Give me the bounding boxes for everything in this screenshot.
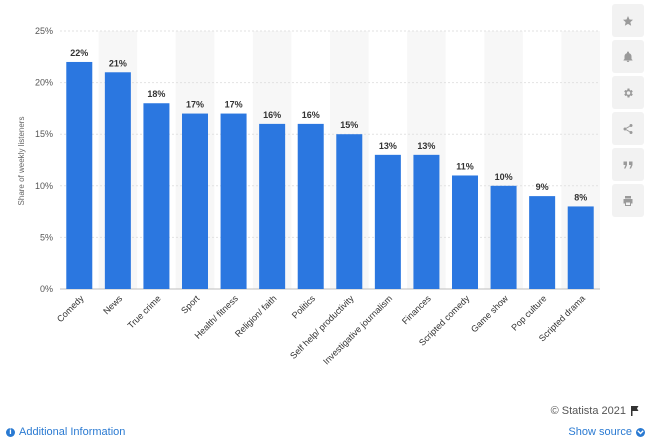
bar[interactable] (374, 154, 401, 289)
gear-icon (624, 88, 633, 97)
x-tick-label: Pop culture (509, 293, 548, 332)
x-tick-label: Comedy (55, 293, 86, 324)
bar[interactable] (66, 61, 93, 290)
data-label: 21% (109, 58, 127, 68)
show-source-link[interactable]: Show source (568, 426, 645, 438)
x-tick-label: Sport (179, 293, 202, 316)
print-icon (623, 195, 633, 206)
data-label: 13% (379, 141, 397, 151)
y-tick-label: 0% (40, 284, 53, 294)
flag-icon (631, 406, 639, 416)
copyright-notice: © Statista 2021 (551, 405, 639, 417)
x-tick-label: Self help/ productivity (288, 293, 356, 361)
x-tick-label: True crime (126, 293, 163, 330)
data-label: 8% (574, 192, 587, 202)
show-source-label: Show source (568, 426, 632, 438)
bar[interactable] (259, 123, 286, 289)
cite-button[interactable] (612, 148, 644, 181)
bar[interactable] (220, 113, 247, 289)
print-button[interactable] (612, 184, 644, 217)
data-label: 11% (456, 161, 474, 171)
data-label: 22% (70, 48, 88, 58)
data-label: 10% (495, 172, 513, 182)
data-labels: 22% 21% 18% 17% 17% 16% 16% 15% 13% 13% 11% 10% 9% 8% (70, 48, 587, 202)
x-tick-label: Finances (400, 293, 433, 326)
bar[interactable] (567, 206, 594, 289)
x-tick-label: Religion/ faith (233, 293, 279, 339)
y-tick-label: 20% (35, 78, 53, 88)
share-button[interactable] (612, 112, 644, 145)
footer: i Additional Information Show source (6, 426, 645, 438)
data-label: 13% (417, 141, 435, 151)
additional-information-label: Additional Information (19, 426, 126, 438)
bar[interactable] (182, 113, 208, 289)
bar[interactable] (529, 196, 556, 289)
y-tick-label: 10% (35, 181, 53, 191)
quote-icon (623, 161, 633, 168)
y-axis-ticks: 0% 5% 10% 15% 20% 25% (35, 26, 53, 294)
x-tick-label: Investigative journalism (321, 293, 394, 366)
bar[interactable] (452, 175, 478, 289)
share-icon (623, 123, 633, 134)
x-tick-label: Game show (469, 293, 510, 334)
favorite-button[interactable] (612, 4, 644, 37)
bar[interactable] (143, 103, 170, 290)
bar[interactable] (413, 154, 440, 289)
toolbar (612, 4, 644, 217)
info-icon: i (6, 427, 15, 437)
settings-button[interactable] (612, 76, 644, 109)
data-label: 9% (536, 182, 549, 192)
bar[interactable] (104, 72, 131, 289)
copyright-text: © Statista 2021 (550, 405, 626, 417)
bar-chart: 0% 5% 10% 15% 20% 25% 22% 21% 18% 17% 17% 16% 16% 15… (17, 26, 600, 367)
bar[interactable] (490, 185, 517, 289)
x-tick-label: Politics (290, 293, 318, 321)
y-axis-label: Share of weekly listeners (17, 117, 26, 206)
chevron-down-icon (636, 427, 645, 437)
star-icon (623, 15, 633, 26)
bar[interactable] (297, 123, 324, 289)
y-tick-label: 15% (35, 129, 53, 139)
bell-icon (623, 51, 633, 62)
data-label: 17% (186, 100, 204, 110)
data-label: 17% (225, 100, 243, 110)
bars (66, 61, 594, 290)
y-tick-label: 25% (35, 26, 53, 36)
notification-button[interactable] (612, 40, 644, 73)
data-label: 15% (340, 120, 358, 130)
additional-information-link[interactable]: i Additional Information (6, 426, 125, 438)
data-label: 18% (147, 89, 165, 99)
bar[interactable] (336, 134, 363, 289)
data-label: 16% (263, 110, 281, 120)
data-label: 16% (302, 110, 320, 120)
x-tick-label: News (101, 293, 124, 316)
y-tick-label: 5% (40, 232, 53, 242)
